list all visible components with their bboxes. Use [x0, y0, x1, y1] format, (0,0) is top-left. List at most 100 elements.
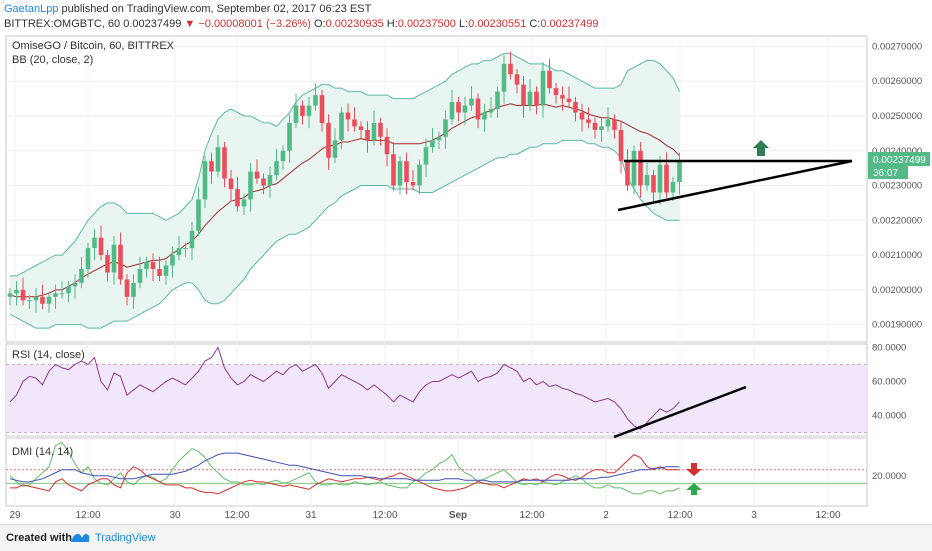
candle-body [352, 119, 357, 127]
candle-body [358, 126, 364, 130]
candle-body [280, 150, 286, 162]
candle-body [436, 136, 442, 141]
time-tick-label: 12:00 [224, 510, 249, 521]
countdown-tag [868, 166, 908, 179]
price-tick-label: 0.00210000 [872, 250, 922, 261]
candle-body [274, 161, 279, 176]
open-value: 0.00230935 [325, 18, 384, 30]
candle-body [332, 140, 338, 158]
rsi-axis: 80.0000 60.0000 40.0000 [872, 342, 906, 421]
published-text: published on TradingView.com, September … [58, 3, 372, 15]
dmi-tick-label: 20.0000 [872, 471, 906, 482]
minus-di-line [10, 454, 680, 495]
candle-body [14, 289, 19, 294]
close-label: C: [529, 18, 541, 30]
candle-body [46, 296, 52, 304]
candle-body [449, 102, 455, 120]
candle-body [20, 289, 26, 301]
candle-body [150, 262, 156, 269]
open-label: O: [313, 18, 326, 30]
candle-body [261, 178, 266, 186]
candle-body [670, 182, 676, 193]
candle-body [514, 74, 520, 85]
time-tick-label: 12:00 [372, 510, 397, 521]
dmi-panel [5, 437, 868, 507]
candle-body [560, 95, 565, 99]
candle-body [475, 98, 481, 120]
candle-body [157, 268, 162, 276]
close-value: 0.00237499 [540, 18, 599, 30]
tradingview-logo-icon[interactable] [70, 530, 90, 544]
last-price-value: 0.00237499 [873, 155, 926, 166]
candle-body [469, 98, 474, 106]
candle-body [599, 126, 604, 130]
candle-body [651, 175, 656, 193]
candle-body [163, 265, 169, 276]
candle-body [33, 296, 39, 301]
price-tick-label: 0.00190000 [872, 320, 922, 331]
candle-body [547, 70, 552, 89]
candle-body [59, 293, 65, 295]
candle-body [488, 109, 494, 113]
price-tick-label: 0.00200000 [872, 285, 922, 296]
time-axis: 29 12:00 30 12:00 31 12:00 Sep 12:00 2 12:00 3 12:0… [9, 510, 841, 521]
tradingview-link[interactable]: TradingView [95, 532, 156, 544]
bb-fill [10, 53, 680, 329]
candle-body [66, 286, 71, 294]
author-link[interactable]: GaetanLpp [4, 3, 59, 15]
price-axis: 0.00270000 0.00260000 0.00250000 0.00240000… [872, 41, 922, 330]
countdown-value: 36:07 [873, 168, 898, 179]
time-tick-label: 30 [169, 510, 181, 521]
candle-body [573, 102, 578, 113]
candle-body [131, 282, 136, 297]
candle-body [579, 112, 585, 120]
candle-body [228, 178, 234, 189]
price-title: OmiseGO / Bitcoin, 60, BITTREX [12, 40, 175, 52]
price-tick-label: 0.00220000 [872, 215, 922, 226]
high-label: H: [386, 18, 398, 30]
created-with-label: Created with [6, 532, 73, 544]
candle-body [664, 164, 669, 193]
down-arrow-icon [686, 463, 702, 476]
candle-body [677, 161, 682, 183]
candle-body [456, 102, 461, 113]
candle-body [144, 262, 149, 269]
rsi-trendline [613, 385, 747, 439]
candle-body [254, 171, 260, 179]
up-arrow-icon [753, 140, 769, 156]
candle-body [417, 164, 422, 186]
candle-body [7, 293, 13, 297]
candle-body [540, 70, 546, 106]
candle-body [215, 147, 221, 172]
candle-body [605, 119, 611, 127]
candle-body [384, 136, 390, 155]
rsi-tick-label: 80.0000 [872, 342, 906, 353]
candle-body [105, 255, 110, 273]
candle-body [553, 88, 559, 96]
bb-label: BB (20, close, 2) [12, 54, 93, 66]
candle-body [592, 122, 598, 130]
candle-body [53, 293, 58, 297]
candle-body [118, 244, 123, 280]
low-label: L: [458, 18, 469, 30]
candle-body [176, 248, 182, 256]
candle-body [40, 296, 45, 304]
candle-body [371, 122, 377, 141]
rsi-title: RSI (14, close) [12, 349, 85, 361]
candle-body [27, 300, 32, 302]
time-tick-label: 12:00 [519, 510, 544, 521]
adx-line [9, 452, 680, 483]
candle-body [430, 140, 435, 148]
time-tick-label: 2 [603, 510, 609, 521]
candle-body [495, 91, 500, 110]
symbol-line: BITTREX:OMGBTC, 60 0.00237499 ▼ −0.00008… [4, 18, 598, 30]
candle-body [618, 129, 624, 162]
candle-body [631, 150, 637, 186]
candle-body [209, 161, 214, 172]
footer-bar: Created with TradingView [0, 524, 932, 551]
bollinger-bands [9, 52, 680, 329]
candle-body [657, 164, 663, 193]
candle-body [79, 268, 84, 283]
plus-di-line [9, 441, 680, 495]
rsi-band-fill [6, 364, 867, 433]
